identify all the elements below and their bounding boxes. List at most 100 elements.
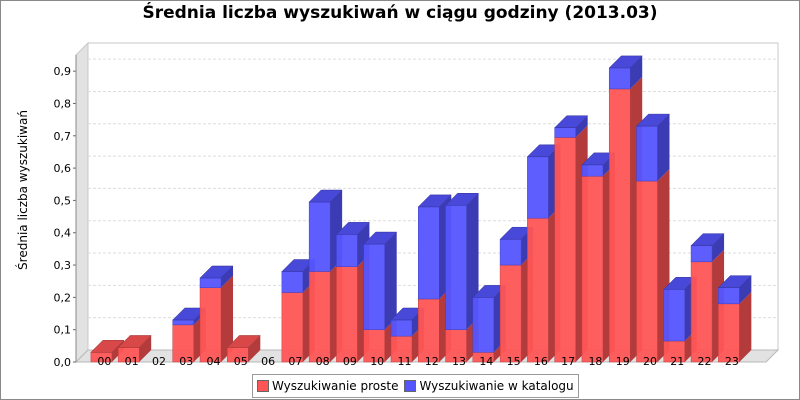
bar-front-15-series-0 [499, 264, 522, 363]
bar-front-21-series-1 [663, 289, 686, 342]
bar-front-04-series-0 [199, 287, 222, 363]
y-tick-label: 0,3 [54, 259, 72, 272]
bar-group-01 [117, 335, 152, 363]
bar-front-09-series-0 [336, 266, 358, 363]
bar-top-22-series-1 [690, 233, 725, 246]
y-tick-label: 0,2 [54, 291, 72, 304]
bar-front-07-series-1 [281, 271, 304, 293]
bar-front-04-series-1 [199, 277, 222, 288]
x-tick-label-13: 13 [452, 355, 466, 368]
bar-front-22-series-0 [690, 261, 713, 363]
bar-front-17-series-1 [554, 127, 576, 138]
bar-top-23-series-1 [717, 275, 752, 288]
legend-swatch-series-1 [404, 380, 417, 392]
bar-top-09-series-1 [335, 222, 371, 235]
bar-front-18-series-0 [581, 175, 604, 363]
x-tick-label-23: 23 [725, 355, 739, 368]
x-tick-label-08: 08 [316, 355, 330, 368]
side-wall [75, 41, 89, 364]
x-tick-label-06: 06 [261, 355, 275, 368]
bar-group-23 [717, 275, 752, 363]
bar-side-19-series-1 [630, 55, 643, 89]
legend-item-series-1: Wyszukiwanie w katalogu [404, 379, 574, 393]
bar-side-10-series-1 [384, 232, 397, 330]
x-tick-label-03: 03 [179, 355, 193, 368]
x-tick-label-17: 17 [561, 355, 575, 368]
bar-group-10 [363, 231, 398, 363]
x-tick-label-05: 05 [234, 355, 248, 368]
chart-title: Średnia liczba wyszukiwań w ciągu godzin… [142, 3, 658, 23]
bar-front-10-series-1 [363, 243, 385, 330]
bar-top-05-series-0 [226, 335, 261, 348]
x-tick-label-07: 07 [288, 355, 302, 368]
chart-legend: Wyszukiwanie proste Wyszukiwanie w katal… [252, 374, 579, 398]
y-tick-label: 0,5 [54, 194, 72, 207]
bar-front-20-series-0 [636, 180, 658, 363]
bar-side-04-series-0 [221, 275, 234, 362]
legend-label-series-1: Wyszukiwanie w katalogu [419, 379, 574, 393]
bar-side-05-series-0 [248, 335, 261, 362]
x-tick-label-11: 11 [397, 355, 411, 368]
bar-front-12-series-1 [418, 206, 440, 300]
x-tick-label-00: 00 [97, 355, 111, 368]
bar-front-16-series-1 [527, 156, 549, 219]
bar-front-22-series-1 [690, 245, 713, 263]
bar-front-19-series-1 [608, 67, 631, 90]
y-tick-label: 0,0 [54, 356, 72, 369]
bar-front-20-series-1 [636, 125, 658, 182]
x-tick-label-10: 10 [370, 355, 384, 368]
bar-front-07-series-0 [281, 292, 304, 363]
bar-side-23-series-1 [739, 275, 752, 304]
legend-swatch-series-0 [257, 380, 269, 392]
x-tick-label-04: 04 [207, 355, 221, 368]
bar-front-19-series-0 [608, 88, 631, 363]
bar-top-12-series-1 [417, 194, 452, 208]
x-tick-label-14: 14 [479, 355, 493, 368]
bar-front-23-series-0 [718, 303, 740, 363]
x-tick-label-09: 09 [343, 355, 357, 368]
bar-top-00-series-0 [90, 340, 125, 353]
bar-side-17-series-1 [575, 115, 588, 138]
bar-group-05 [226, 335, 261, 363]
bar-top-13-series-1 [444, 193, 480, 206]
bar-top-19-series-1 [608, 55, 643, 69]
y-tick-label: 0,9 [54, 65, 72, 78]
bar-side-23-series-0 [739, 291, 752, 362]
x-tick-label-02: 02 [152, 355, 166, 368]
bar-top-08-series-1 [308, 189, 343, 203]
bar-front-18-series-1 [581, 164, 604, 177]
bar-side-22-series-1 [712, 233, 725, 262]
bar-front-16-series-0 [527, 217, 549, 363]
x-tick-label-20: 20 [643, 355, 657, 368]
bar-group-13 [444, 193, 480, 363]
bar-front-08-series-1 [308, 201, 331, 272]
y-tick-label: 0,4 [54, 227, 72, 240]
bar-front-13-series-1 [445, 205, 467, 330]
legend-label-series-0: Wyszukiwanie proste [272, 379, 399, 393]
y-tick-label: 0,8 [54, 97, 72, 110]
bar-front-17-series-0 [554, 137, 576, 363]
x-tick-label-12: 12 [425, 355, 439, 368]
x-tick-label-21: 21 [670, 355, 684, 368]
bar-top-20-series-1 [635, 113, 671, 127]
x-tick-label-18: 18 [588, 355, 602, 368]
bar-group-04 [199, 265, 234, 363]
y-tick-label: 0,1 [54, 324, 72, 337]
bar-side-01-series-0 [139, 335, 152, 362]
bar-front-12-series-0 [418, 298, 440, 363]
bar-front-14-series-1 [472, 297, 495, 353]
bar-top-01-series-0 [117, 335, 152, 348]
bar-side-20-series-1 [657, 114, 670, 182]
bar-front-15-series-1 [499, 238, 522, 266]
y-tick-label: 0,7 [54, 130, 72, 143]
bar-top-17-series-1 [554, 115, 589, 128]
bar-front-08-series-0 [308, 271, 331, 363]
bar-side-04-series-1 [221, 265, 234, 288]
x-tick-label-01: 01 [125, 355, 139, 368]
x-tick-label-15: 15 [507, 355, 521, 368]
bar-top-04-series-1 [199, 265, 234, 279]
y-tick-label: 0,6 [54, 162, 72, 175]
bar-group-21 [663, 277, 698, 363]
bar-front-11-series-1 [390, 319, 413, 337]
